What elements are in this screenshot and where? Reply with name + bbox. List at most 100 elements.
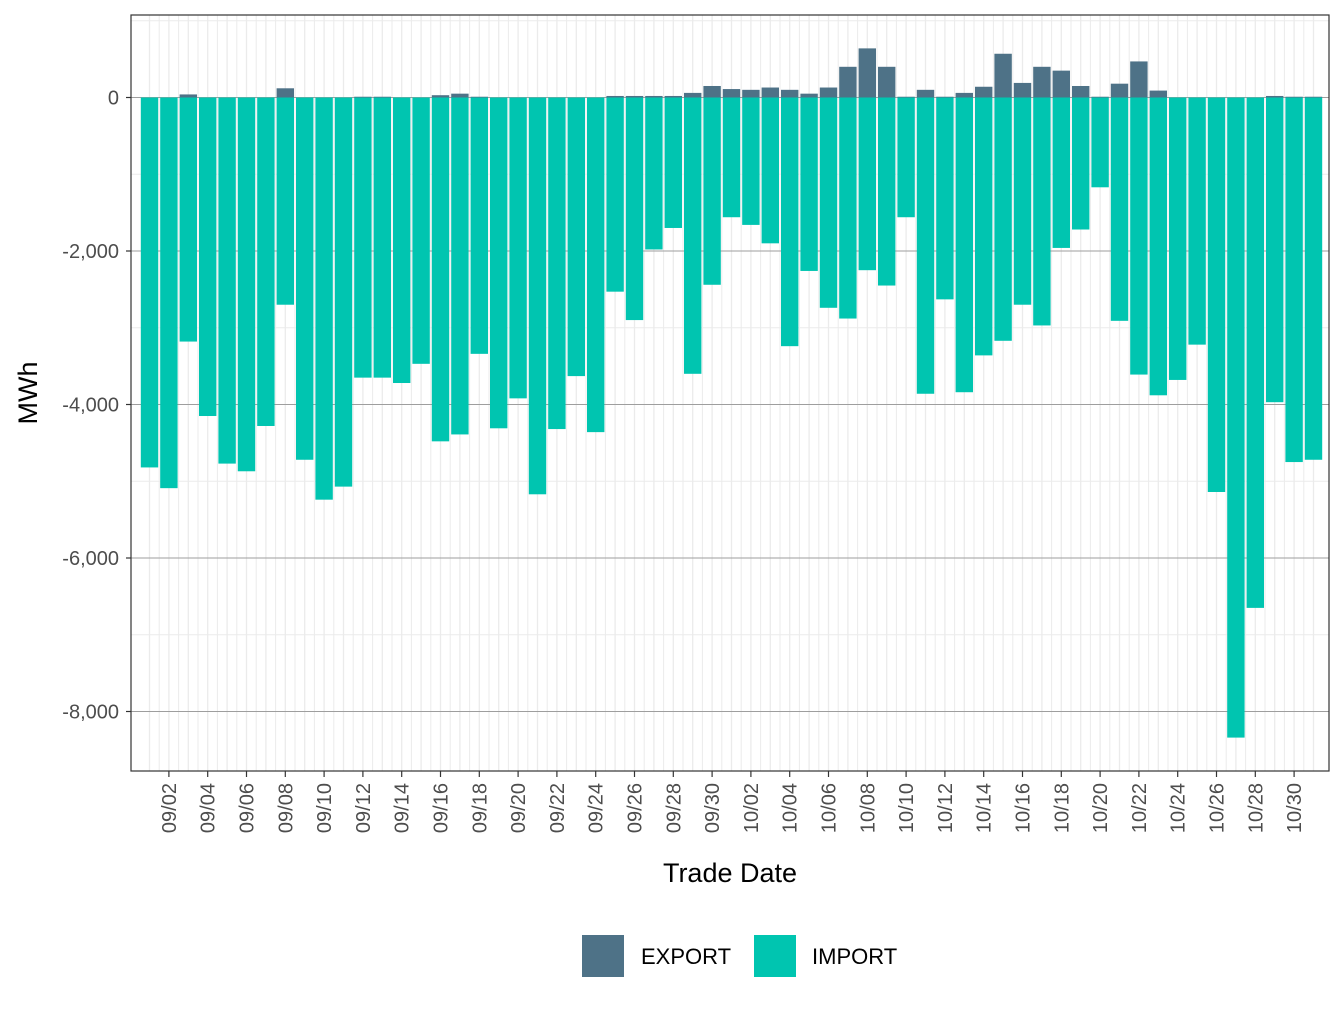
legend-key-import xyxy=(754,935,796,977)
y-tick-label: -2,000 xyxy=(62,241,119,263)
bar-import xyxy=(664,97,682,228)
x-tick-label: 09/04 xyxy=(198,783,220,833)
bar-import xyxy=(296,97,314,460)
bar-import xyxy=(354,97,372,378)
bar-import xyxy=(1149,97,1167,396)
x-tick-label: 09/28 xyxy=(663,783,685,833)
x-tick-label: 09/18 xyxy=(469,783,491,833)
x-tick-label: 09/24 xyxy=(586,783,608,833)
legend-label-import: IMPORT xyxy=(812,944,897,969)
bar-import xyxy=(315,97,333,500)
bar-import xyxy=(722,97,741,218)
bar-export xyxy=(703,85,721,98)
bar-import xyxy=(334,97,353,487)
x-tick-label: 09/16 xyxy=(431,783,453,833)
y-axis-title: MWh xyxy=(13,362,43,425)
x-axis-title: Trade Date xyxy=(663,858,797,888)
bar-import xyxy=(684,97,702,374)
bar-import xyxy=(451,97,469,435)
bar-import xyxy=(761,97,779,244)
x-tick-label: 10/18 xyxy=(1051,783,1073,833)
bar-import xyxy=(393,97,411,384)
bar-import xyxy=(781,97,799,347)
bar-export xyxy=(179,94,197,98)
x-tick-label: 10/02 xyxy=(741,783,763,833)
bar-import xyxy=(548,97,566,430)
bar-import xyxy=(1188,97,1206,345)
bar-import xyxy=(237,97,256,472)
bar-export xyxy=(994,53,1012,98)
x-tick-label: 09/10 xyxy=(314,783,336,833)
x-tick-label: 10/28 xyxy=(1245,783,1267,833)
x-tick-label: 09/08 xyxy=(275,783,297,833)
legend: EXPORT IMPORT xyxy=(582,935,897,977)
bar-import xyxy=(470,97,488,354)
bar-import xyxy=(528,97,547,495)
bar-export xyxy=(431,95,450,98)
bar-export xyxy=(1110,83,1129,98)
bar-export xyxy=(606,95,624,98)
plot-panel-border xyxy=(130,14,1330,772)
x-tick-label: 10/10 xyxy=(896,783,918,833)
x-tick-label: 09/02 xyxy=(159,783,181,833)
bar-export xyxy=(1304,96,1323,98)
x-tick-label: 09/30 xyxy=(702,783,724,833)
bar-import xyxy=(373,97,391,378)
bar-export xyxy=(470,96,488,98)
x-tick-label: 10/04 xyxy=(780,783,802,833)
bar-import xyxy=(955,97,973,393)
bar-import xyxy=(994,97,1012,341)
bar-export xyxy=(761,87,779,98)
bar-import xyxy=(800,97,818,271)
legend-label-export: EXPORT xyxy=(641,944,731,969)
bar-import xyxy=(1266,97,1284,403)
bar-import xyxy=(975,97,993,356)
bar-export xyxy=(625,95,644,98)
x-tick-label: 09/22 xyxy=(547,783,569,833)
bar-export xyxy=(1130,61,1148,98)
x-tick-label: 10/22 xyxy=(1129,783,1151,833)
bar-import xyxy=(199,97,217,417)
bars xyxy=(140,48,1323,738)
bar-import xyxy=(858,97,876,271)
bar-import xyxy=(897,97,915,218)
bar-export xyxy=(1052,70,1070,98)
bar-import xyxy=(703,97,721,285)
bar-import xyxy=(1033,97,1051,326)
bar-import xyxy=(819,97,838,308)
bar-import xyxy=(509,97,527,399)
bar-import xyxy=(412,97,430,364)
x-tick-label: 10/30 xyxy=(1284,783,1306,833)
x-axis: 09/02 09/04 09/06 09/08 09/10 09/12 09/14 09/16… xyxy=(159,771,1306,833)
bar-import xyxy=(1013,97,1032,305)
bar-export xyxy=(878,66,896,98)
bar-export xyxy=(955,92,973,98)
x-tick-label: 10/24 xyxy=(1168,783,1190,833)
bar-import xyxy=(1091,97,1109,188)
bar-export xyxy=(800,93,818,98)
bar-import xyxy=(567,97,585,377)
bar-import xyxy=(218,97,236,464)
x-tick-label: 10/06 xyxy=(819,783,841,833)
bar-export xyxy=(1013,82,1032,98)
bar-export xyxy=(916,89,935,98)
bar-import xyxy=(1227,97,1245,738)
bar-import xyxy=(1304,97,1323,460)
bar-import xyxy=(1130,97,1148,375)
bar-import xyxy=(839,97,857,319)
bar-export xyxy=(742,89,760,98)
bar-import xyxy=(276,97,294,305)
bar-export xyxy=(664,95,682,98)
bar-import xyxy=(1072,97,1090,230)
bar-import xyxy=(645,97,663,250)
bar-export xyxy=(276,88,294,98)
bar-export xyxy=(722,89,741,98)
bar-import xyxy=(916,97,935,394)
bar-export xyxy=(354,96,372,98)
bar-import xyxy=(1207,97,1226,492)
bar-export xyxy=(1149,90,1167,98)
bar-export xyxy=(1033,66,1051,98)
bar-import xyxy=(1246,97,1264,608)
bar-import xyxy=(1169,97,1187,380)
